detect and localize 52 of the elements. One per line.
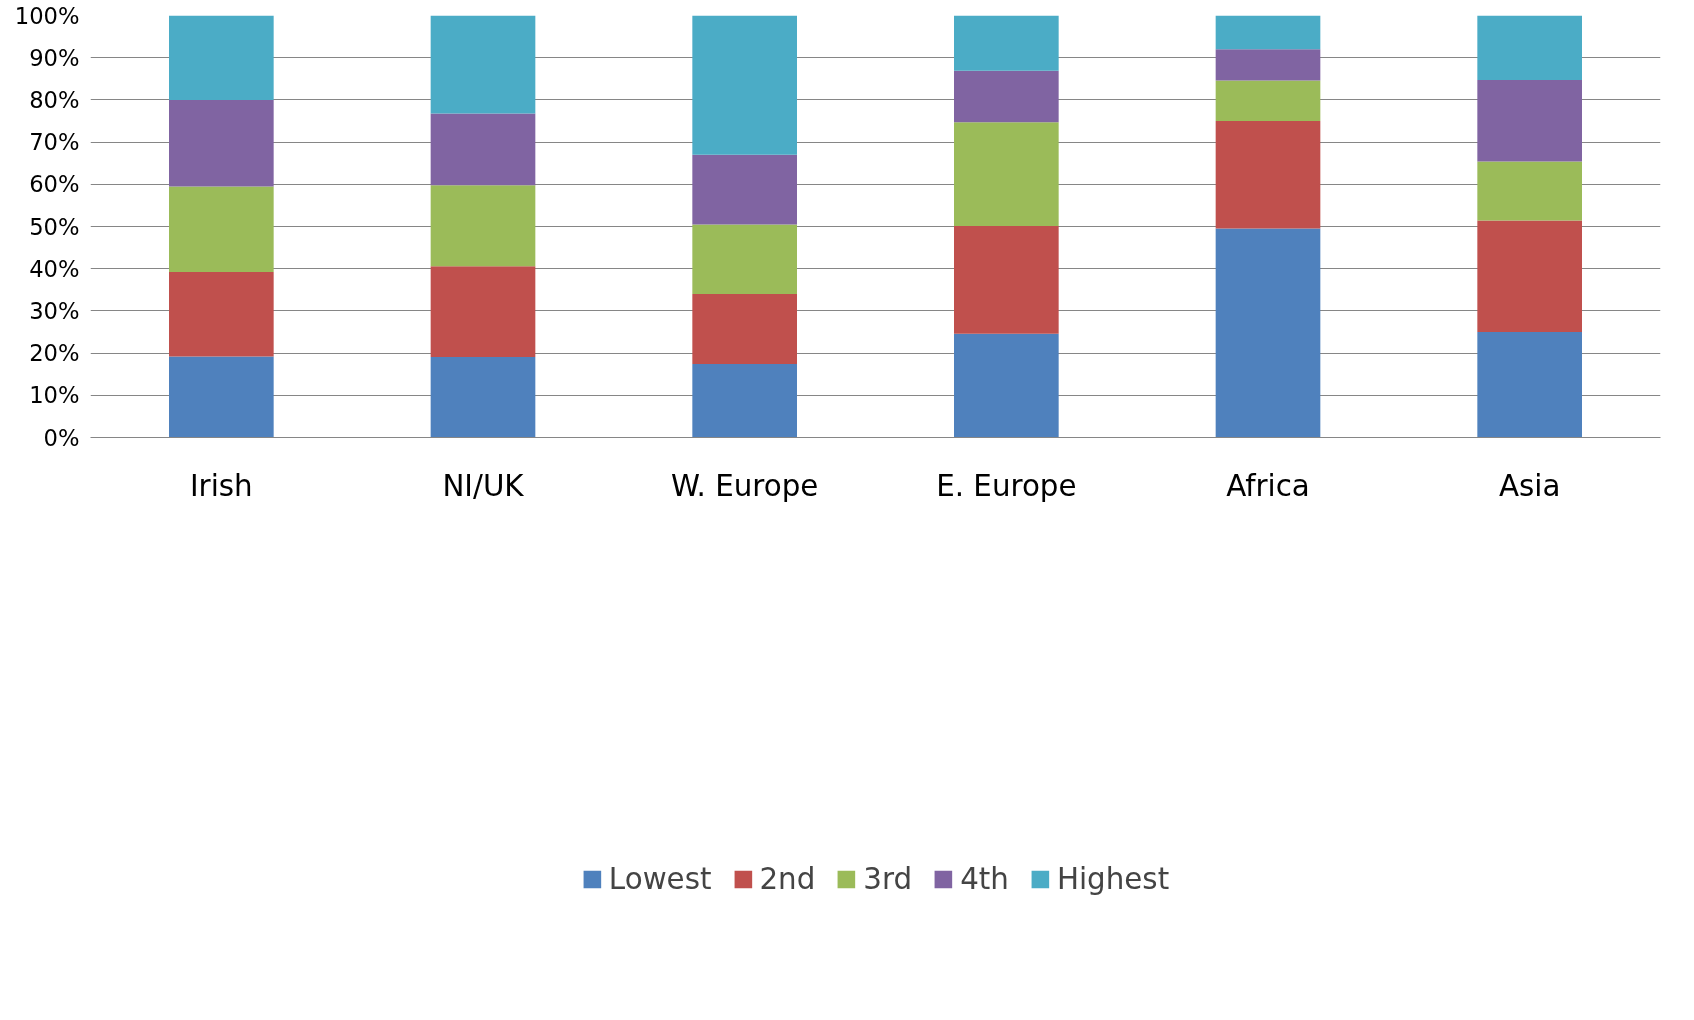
bar — [1215, 228, 1321, 438]
x-tick-label: NI/UK — [442, 468, 525, 503]
bar — [169, 99, 274, 187]
y-tick-label: 40% — [29, 255, 80, 282]
bar — [954, 70, 1059, 123]
bar — [430, 113, 536, 186]
bar — [954, 122, 1059, 227]
y-tick-label: 60% — [29, 171, 80, 198]
bar — [1215, 15, 1321, 50]
bar — [1477, 15, 1582, 81]
y-tick-label: 80% — [29, 86, 80, 113]
bar — [1477, 80, 1582, 162]
bar — [430, 15, 536, 114]
y-tick-label: 30% — [29, 297, 80, 324]
legend-label: Highest — [1056, 862, 1170, 896]
bar — [954, 15, 1059, 71]
x-tick-label: Irish — [189, 468, 253, 503]
y-tick-label: 20% — [29, 340, 80, 367]
legend-label: 3rd — [863, 862, 913, 896]
bar — [1215, 80, 1321, 121]
bar — [1477, 220, 1582, 332]
bar — [430, 266, 536, 357]
y-tick-label: 10% — [29, 382, 80, 409]
legend-label: 2nd — [759, 862, 816, 896]
bar — [430, 185, 536, 267]
bar — [169, 356, 274, 438]
x-tick-label: Africa — [1226, 468, 1310, 503]
bar — [1477, 161, 1582, 221]
bar — [1215, 121, 1321, 229]
bar — [692, 154, 797, 225]
bar — [1477, 332, 1582, 438]
y-tick-label: 0% — [43, 424, 80, 451]
bar — [430, 356, 536, 438]
x-tick-label: E. Europe — [936, 468, 1077, 503]
bar — [692, 294, 797, 365]
legend-label: Lowest — [608, 862, 712, 896]
bar — [692, 15, 797, 155]
y-tick-label: 100% — [14, 2, 80, 29]
x-tick-label: Asia — [1498, 468, 1561, 503]
y-tick-label: 90% — [29, 44, 80, 71]
bar — [169, 15, 274, 100]
bar — [954, 333, 1059, 438]
bar — [954, 226, 1059, 334]
legend-label: 4th — [960, 862, 1009, 896]
bar — [169, 272, 274, 357]
y-tick-label: 70% — [29, 129, 80, 156]
bar — [692, 224, 797, 295]
bar — [1215, 49, 1321, 81]
x-tick-label: W. Europe — [670, 468, 819, 503]
bar — [169, 186, 274, 273]
bar — [692, 364, 797, 438]
y-tick-label: 50% — [29, 213, 80, 240]
